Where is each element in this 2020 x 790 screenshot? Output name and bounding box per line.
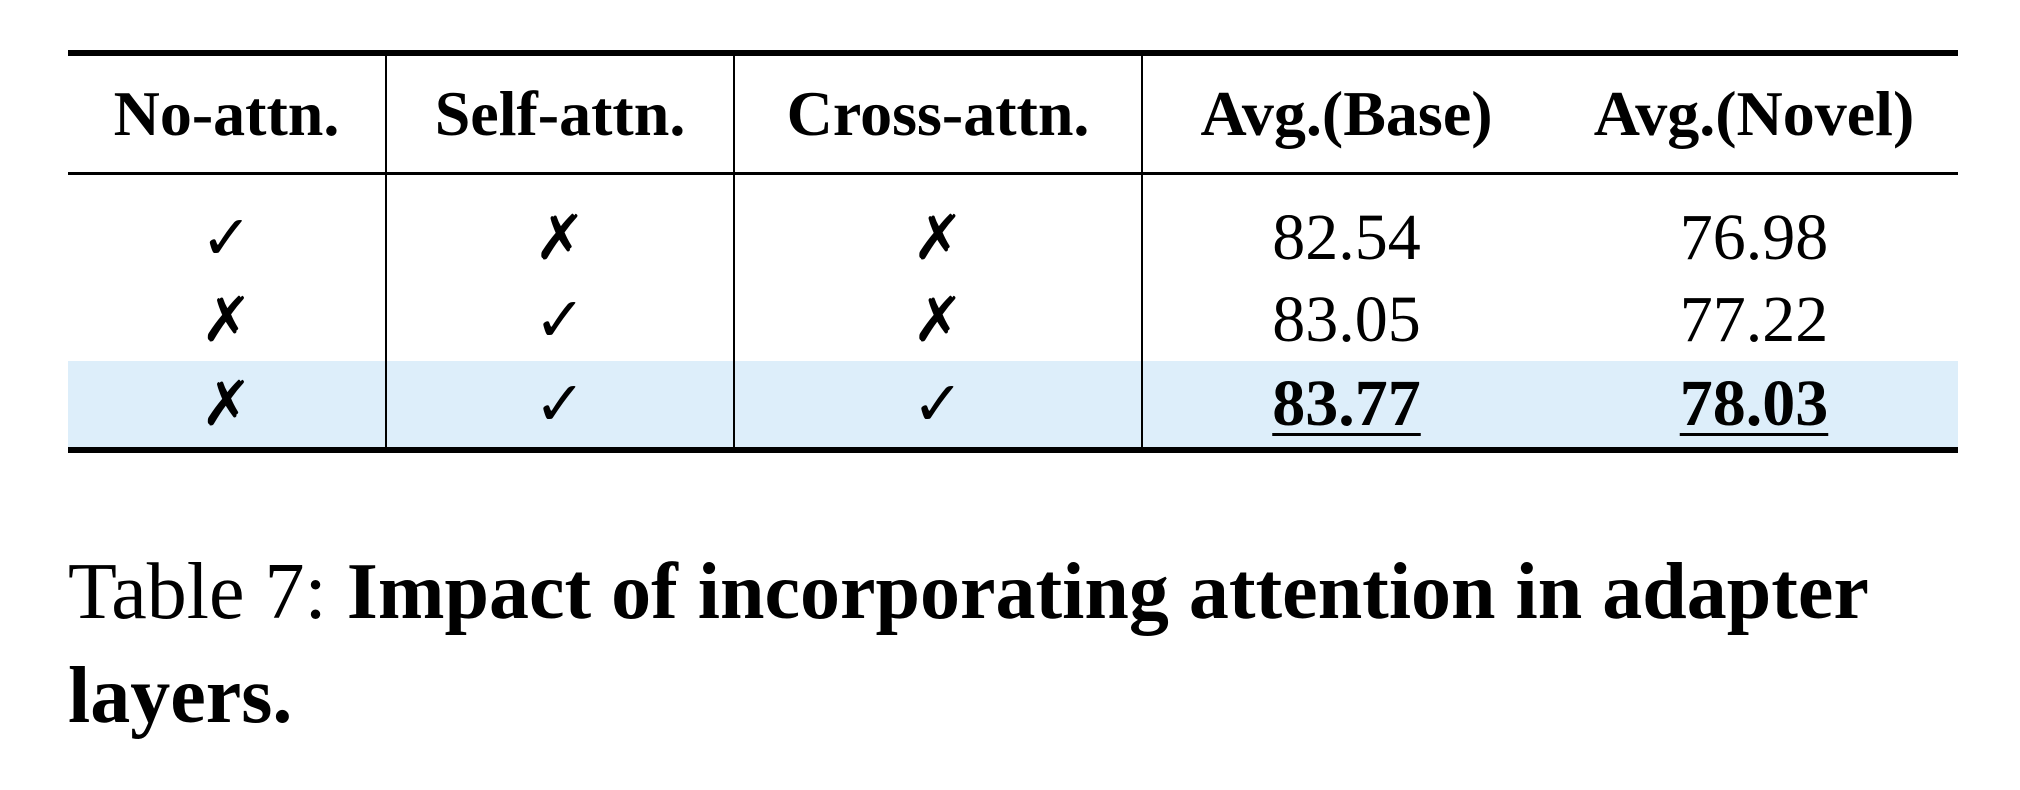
check-mark-icon: ✓ <box>912 367 964 440</box>
cross-mark-icon: ✗ <box>912 283 964 356</box>
check-mark-icon: ✓ <box>534 367 586 440</box>
header-cross-attn: Cross-attn. <box>734 53 1143 174</box>
caption-label: Table 7: <box>68 548 347 636</box>
best-value: 78.03 <box>1679 367 1829 440</box>
cell-avg-novel: 77.22 <box>1679 283 1829 356</box>
cell-avg-base: 83.05 <box>1272 283 1421 356</box>
check-mark-icon: ✓ <box>200 201 253 274</box>
results-table-container: No-attn. Self-attn. Cross-attn. Avg.(Bas… <box>68 50 1958 453</box>
cell-avg-base: 82.54 <box>1272 201 1421 274</box>
header-self-attn: Self-attn. <box>386 53 735 174</box>
table-row: ✗ ✓ ✗ 83.05 77.22 <box>68 279 1958 361</box>
cell-avg-base-best: 83.77 <box>1142 361 1550 450</box>
header-no-attn: No-attn. <box>68 53 387 174</box>
cell-avg-novel-best: 78.03 <box>1550 361 1958 450</box>
best-value: 83.77 <box>1272 367 1421 440</box>
header-avg-novel: Avg.(Novel) <box>1593 78 1915 149</box>
cross-mark-icon: ✗ <box>200 367 253 440</box>
header-avg-base: Avg.(Base) <box>1200 78 1493 149</box>
cross-mark-icon: ✗ <box>200 283 253 356</box>
cross-mark-icon: ✗ <box>534 201 586 274</box>
table-caption: Table 7: Impact of incorporating attenti… <box>68 540 1958 748</box>
check-mark-icon: ✓ <box>534 283 586 356</box>
table-row: ✓ ✗ ✗ 82.54 76.98 <box>68 173 1958 279</box>
table-row-highlighted: ✗ ✓ ✓ 83.77 78.03 <box>68 361 1958 450</box>
cell-avg-novel: 76.98 <box>1679 201 1829 274</box>
cross-mark-icon: ✗ <box>912 201 964 274</box>
table-header-row: No-attn. Self-attn. Cross-attn. Avg.(Bas… <box>68 53 1958 174</box>
results-table: No-attn. Self-attn. Cross-attn. Avg.(Bas… <box>68 50 1958 453</box>
caption-text: Impact of incorporating attention in ada… <box>68 548 1868 740</box>
